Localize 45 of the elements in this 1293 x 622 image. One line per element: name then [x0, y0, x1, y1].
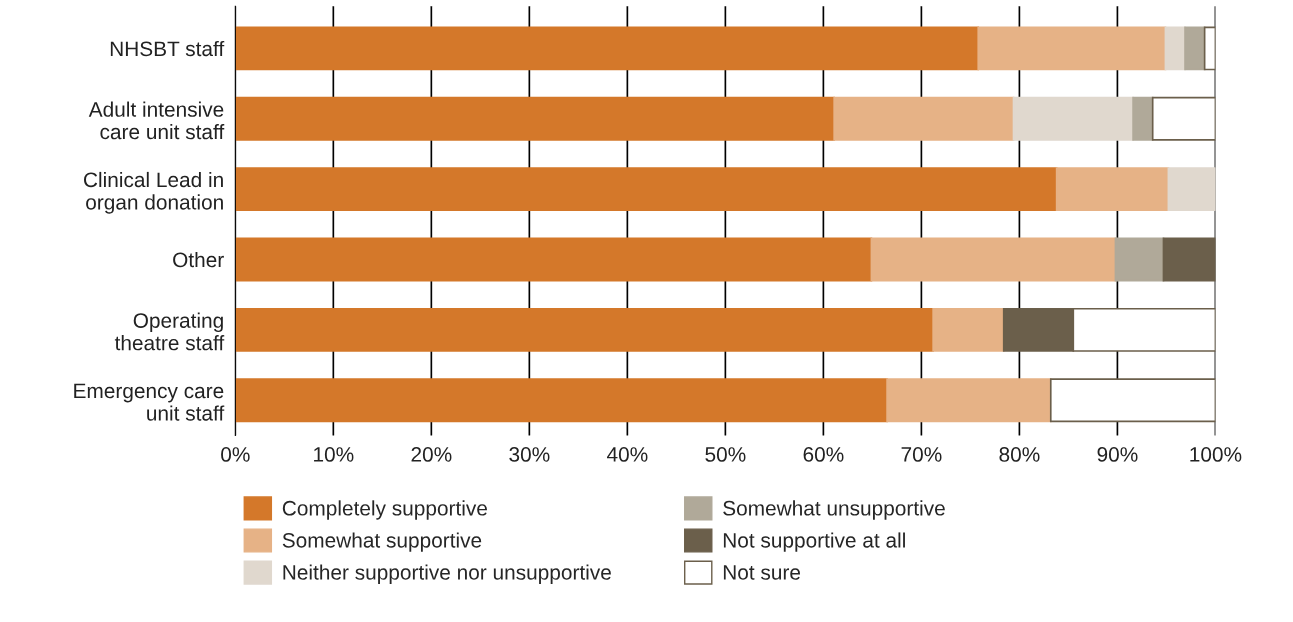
x-tick-label: 80% — [999, 447, 1040, 462]
bar — [1114, 237, 1165, 282]
y-tick-label: Operating theatre staff — [114, 312, 225, 351]
bar — [1167, 167, 1216, 212]
bar — [1055, 167, 1170, 212]
x-tick-label: 40% — [606, 447, 648, 462]
bar — [1203, 26, 1216, 71]
y-tick-label: Emergency care unit staff — [74, 383, 225, 421]
x-tick-label: 10% — [314, 447, 354, 462]
legend-label: Neither supportive nor unsupportive — [283, 564, 611, 584]
bar — [1162, 237, 1216, 282]
legend-label: Not supportive at all — [723, 532, 905, 552]
x-tick-label: 90% — [1097, 447, 1138, 462]
bar — [235, 26, 980, 71]
x-tick-label: 30% — [509, 447, 550, 462]
bar — [932, 307, 1005, 352]
bar — [1132, 96, 1154, 141]
y-tick-label: NHSBT staff — [110, 40, 225, 57]
bar — [235, 378, 888, 423]
y-tick-label: Adult intensive care unit staff — [88, 101, 225, 140]
bar — [235, 96, 835, 141]
bar — [886, 378, 1052, 423]
legend-label: Not sure — [723, 565, 801, 580]
legend-label: Somewhat unsupportive — [723, 500, 945, 520]
bar — [235, 237, 873, 282]
bar — [833, 96, 1015, 141]
bar — [977, 26, 1167, 71]
x-tick-label: 70% — [901, 447, 942, 462]
bar — [235, 307, 934, 352]
legend-label: Somewhat supportive — [282, 532, 482, 552]
bar — [1049, 378, 1216, 423]
y-tick-label: Other — [173, 251, 224, 268]
bar — [1184, 26, 1206, 71]
x-tick-label: 50% — [705, 447, 746, 462]
legend-label: Completely supportive — [282, 500, 487, 520]
bar — [235, 167, 1058, 212]
bar — [870, 237, 1117, 282]
x-tick-label: 100% — [1190, 447, 1242, 462]
bar — [1164, 26, 1186, 71]
bar — [1012, 96, 1134, 141]
bar — [1151, 96, 1216, 141]
x-tick-label: 60% — [803, 447, 844, 462]
x-tick-label: 20% — [411, 447, 452, 462]
y-tick-label: Clinical Lead in organ donation — [83, 171, 223, 214]
x-tick-label: 0% — [221, 447, 250, 462]
